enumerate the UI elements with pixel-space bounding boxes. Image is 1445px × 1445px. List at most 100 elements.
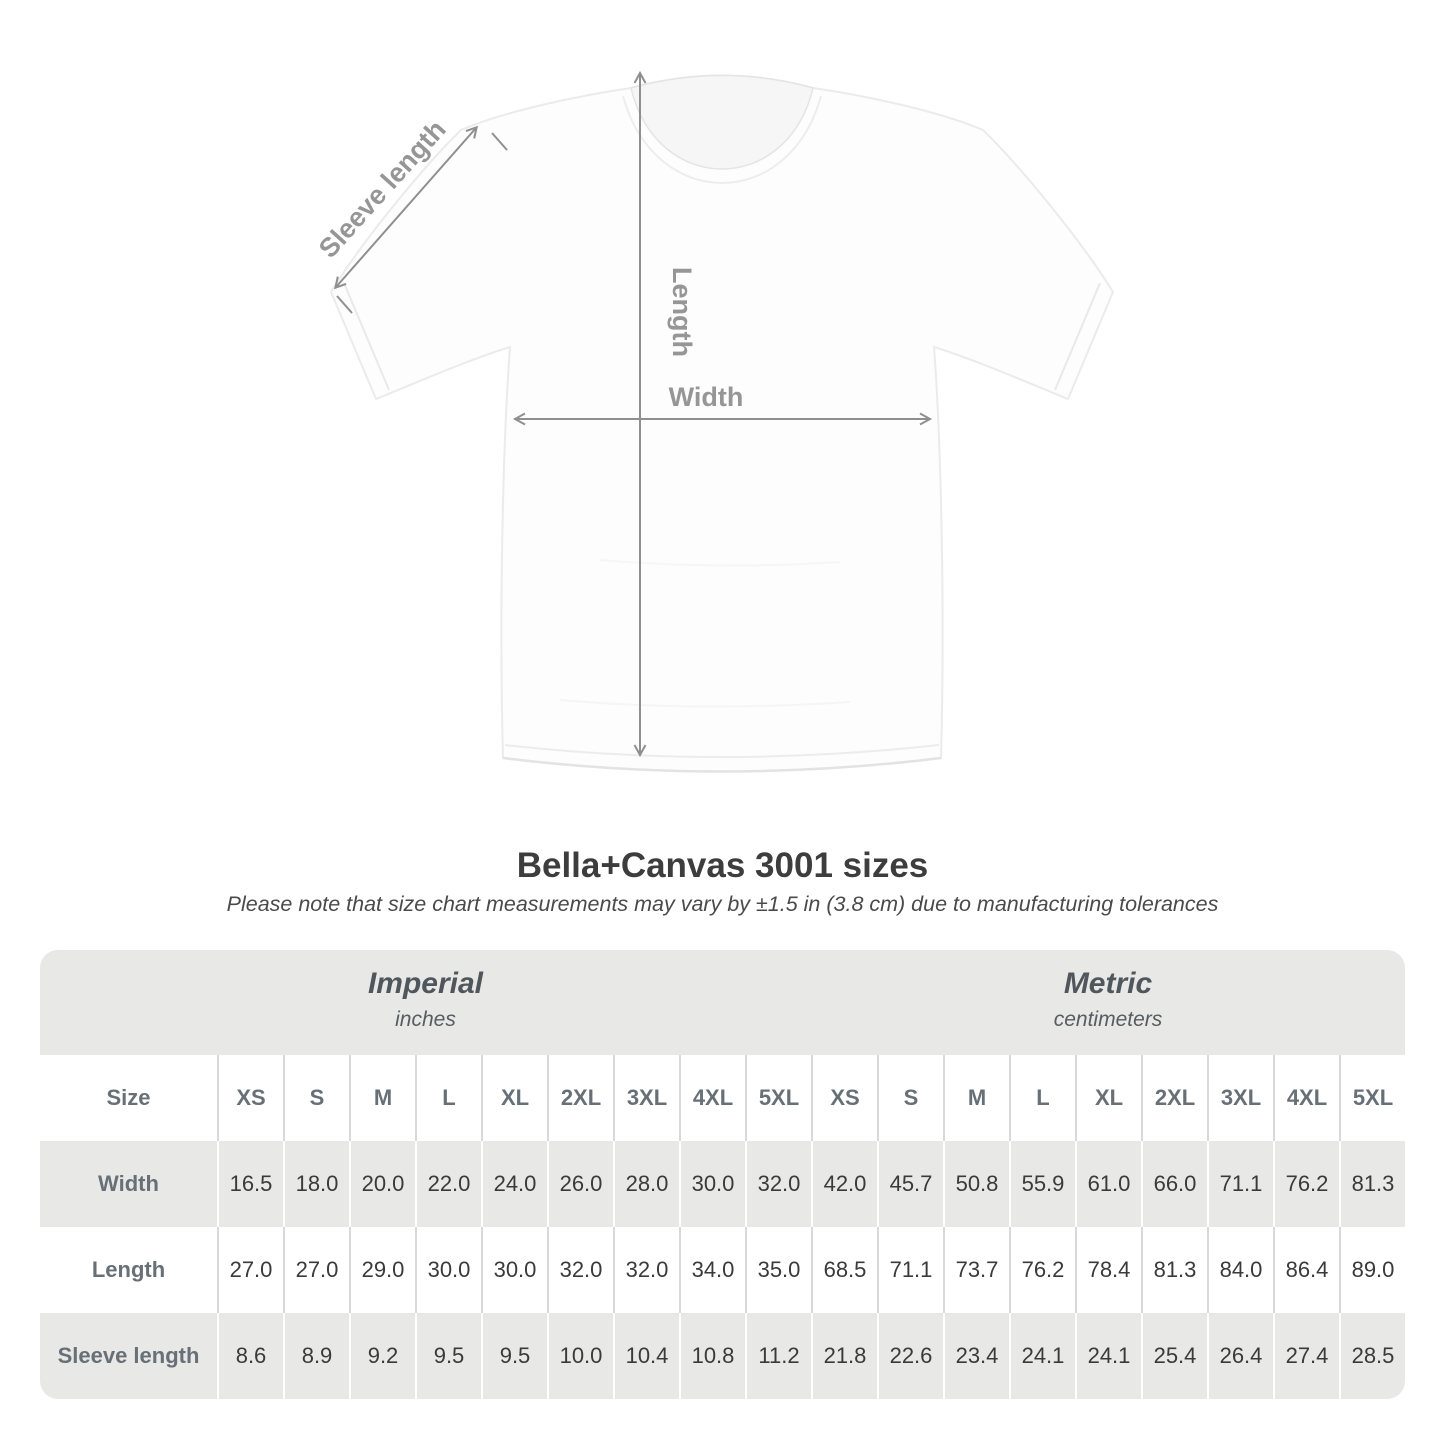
cell: XS xyxy=(811,1055,877,1141)
wrinkle xyxy=(599,559,841,567)
cell: 42.0 xyxy=(811,1141,877,1227)
cell: 35.0 xyxy=(745,1227,811,1313)
cell: L xyxy=(415,1055,481,1141)
cell: 45.7 xyxy=(877,1141,943,1227)
cell: 9.2 xyxy=(349,1313,415,1399)
cell: 4XL xyxy=(1273,1055,1339,1141)
cell: 81.3 xyxy=(1339,1141,1405,1227)
cell: 20.0 xyxy=(349,1141,415,1227)
sleeve-tick-top xyxy=(491,132,508,151)
cell: 8.6 xyxy=(217,1313,283,1399)
cell: 9.5 xyxy=(481,1313,547,1399)
cell: 9.5 xyxy=(415,1313,481,1399)
cell: 30.0 xyxy=(481,1227,547,1313)
cell: 29.0 xyxy=(349,1227,415,1313)
cell: 30.0 xyxy=(679,1141,745,1227)
hem-seam xyxy=(504,744,940,758)
cell: 5XL xyxy=(1339,1055,1405,1141)
cell: XL xyxy=(1075,1055,1141,1141)
width-row: Width 16.5 18.0 20.0 22.0 24.0 26.0 28.0… xyxy=(40,1141,1405,1227)
cell: S xyxy=(283,1055,349,1141)
cell: 8.9 xyxy=(283,1313,349,1399)
cell: 24.1 xyxy=(1009,1313,1075,1399)
cell: 24.1 xyxy=(1075,1313,1141,1399)
metric-header: Metric centimeters xyxy=(811,950,1405,1055)
metric-label: Metric xyxy=(1063,967,1153,1000)
hem-shadow xyxy=(502,756,942,773)
cell: 4XL xyxy=(679,1055,745,1141)
cell: 61.0 xyxy=(1075,1141,1141,1227)
cell: S xyxy=(877,1055,943,1141)
cell: 2XL xyxy=(547,1055,613,1141)
page-title: Bella+Canvas 3001 sizes xyxy=(516,846,929,885)
cell: 22.0 xyxy=(415,1141,481,1227)
cell: 10.4 xyxy=(613,1313,679,1399)
length-label: Length xyxy=(667,267,697,357)
cell: 32.0 xyxy=(745,1141,811,1227)
cell: 27.0 xyxy=(283,1227,349,1313)
cell: 3XL xyxy=(1207,1055,1273,1141)
cell: 28.0 xyxy=(613,1141,679,1227)
cuff-seam-left xyxy=(343,282,390,391)
cell: 18.0 xyxy=(283,1141,349,1227)
width-label: Width xyxy=(669,382,744,412)
cell: 71.1 xyxy=(1207,1141,1273,1227)
cell: 26.4 xyxy=(1207,1313,1273,1399)
cell: 32.0 xyxy=(613,1227,679,1313)
cell: 5XL xyxy=(745,1055,811,1141)
cell: 27.0 xyxy=(217,1227,283,1313)
cell: 66.0 xyxy=(1141,1141,1207,1227)
metric-units: centimeters xyxy=(1053,1008,1163,1031)
cell: 81.3 xyxy=(1141,1227,1207,1313)
imperial-header: Imperial inches xyxy=(40,950,811,1055)
tolerance-note: Please note that size chart measurements… xyxy=(226,892,1219,916)
cell: 73.7 xyxy=(943,1227,1009,1313)
cell: 16.5 xyxy=(217,1141,283,1227)
cell: 50.8 xyxy=(943,1141,1009,1227)
sleeve-length-arrow xyxy=(333,125,479,290)
unit-header-row: Imperial inches Metric centimeters xyxy=(40,950,1405,1055)
row-label: Length xyxy=(91,1257,166,1282)
imperial-units: inches xyxy=(395,1008,456,1031)
cell: 25.4 xyxy=(1141,1313,1207,1399)
cell: 2XL xyxy=(1141,1055,1207,1141)
tshirt-illustration xyxy=(329,74,1115,773)
cell: 27.4 xyxy=(1273,1313,1339,1399)
cell: 76.2 xyxy=(1009,1227,1075,1313)
cell: XL xyxy=(481,1055,547,1141)
cell: 71.1 xyxy=(877,1227,943,1313)
cell: 24.0 xyxy=(481,1141,547,1227)
tshirt-outline xyxy=(329,74,1115,773)
length-row: Length 27.0 27.0 29.0 30.0 30.0 32.0 32.… xyxy=(40,1227,1405,1313)
cell: 78.4 xyxy=(1075,1227,1141,1313)
cell: 34.0 xyxy=(679,1227,745,1313)
cell: 26.0 xyxy=(547,1141,613,1227)
cell: 32.0 xyxy=(547,1227,613,1313)
row-label: Size xyxy=(106,1085,151,1110)
cell: 30.0 xyxy=(415,1227,481,1313)
cell: 84.0 xyxy=(1207,1227,1273,1313)
cell: 3XL xyxy=(613,1055,679,1141)
cuff-seam-right xyxy=(1054,282,1101,391)
cell: 23.4 xyxy=(943,1313,1009,1399)
imperial-label: Imperial xyxy=(367,967,484,1000)
collar xyxy=(630,74,814,170)
tshirt-measurement-diagram: Sleeve length Length Width xyxy=(313,70,1115,773)
cell: 10.0 xyxy=(547,1313,613,1399)
cell: M xyxy=(349,1055,415,1141)
cell: 11.2 xyxy=(745,1313,811,1399)
cell: 10.8 xyxy=(679,1313,745,1399)
cell: 55.9 xyxy=(1009,1141,1075,1227)
row-label: Sleeve length xyxy=(57,1343,200,1368)
cell: 86.4 xyxy=(1273,1227,1339,1313)
sleeve-tick-bottom xyxy=(336,295,353,314)
cell: M xyxy=(943,1055,1009,1141)
cell: 22.6 xyxy=(877,1313,943,1399)
cell: 76.2 xyxy=(1273,1141,1339,1227)
cell: XS xyxy=(217,1055,283,1141)
cell: L xyxy=(1009,1055,1075,1141)
size-table: Imperial inches Metric centimeters Size … xyxy=(40,950,1405,1399)
cell: 68.5 xyxy=(811,1227,877,1313)
cell: 21.8 xyxy=(811,1313,877,1399)
cell: 28.5 xyxy=(1339,1313,1405,1399)
